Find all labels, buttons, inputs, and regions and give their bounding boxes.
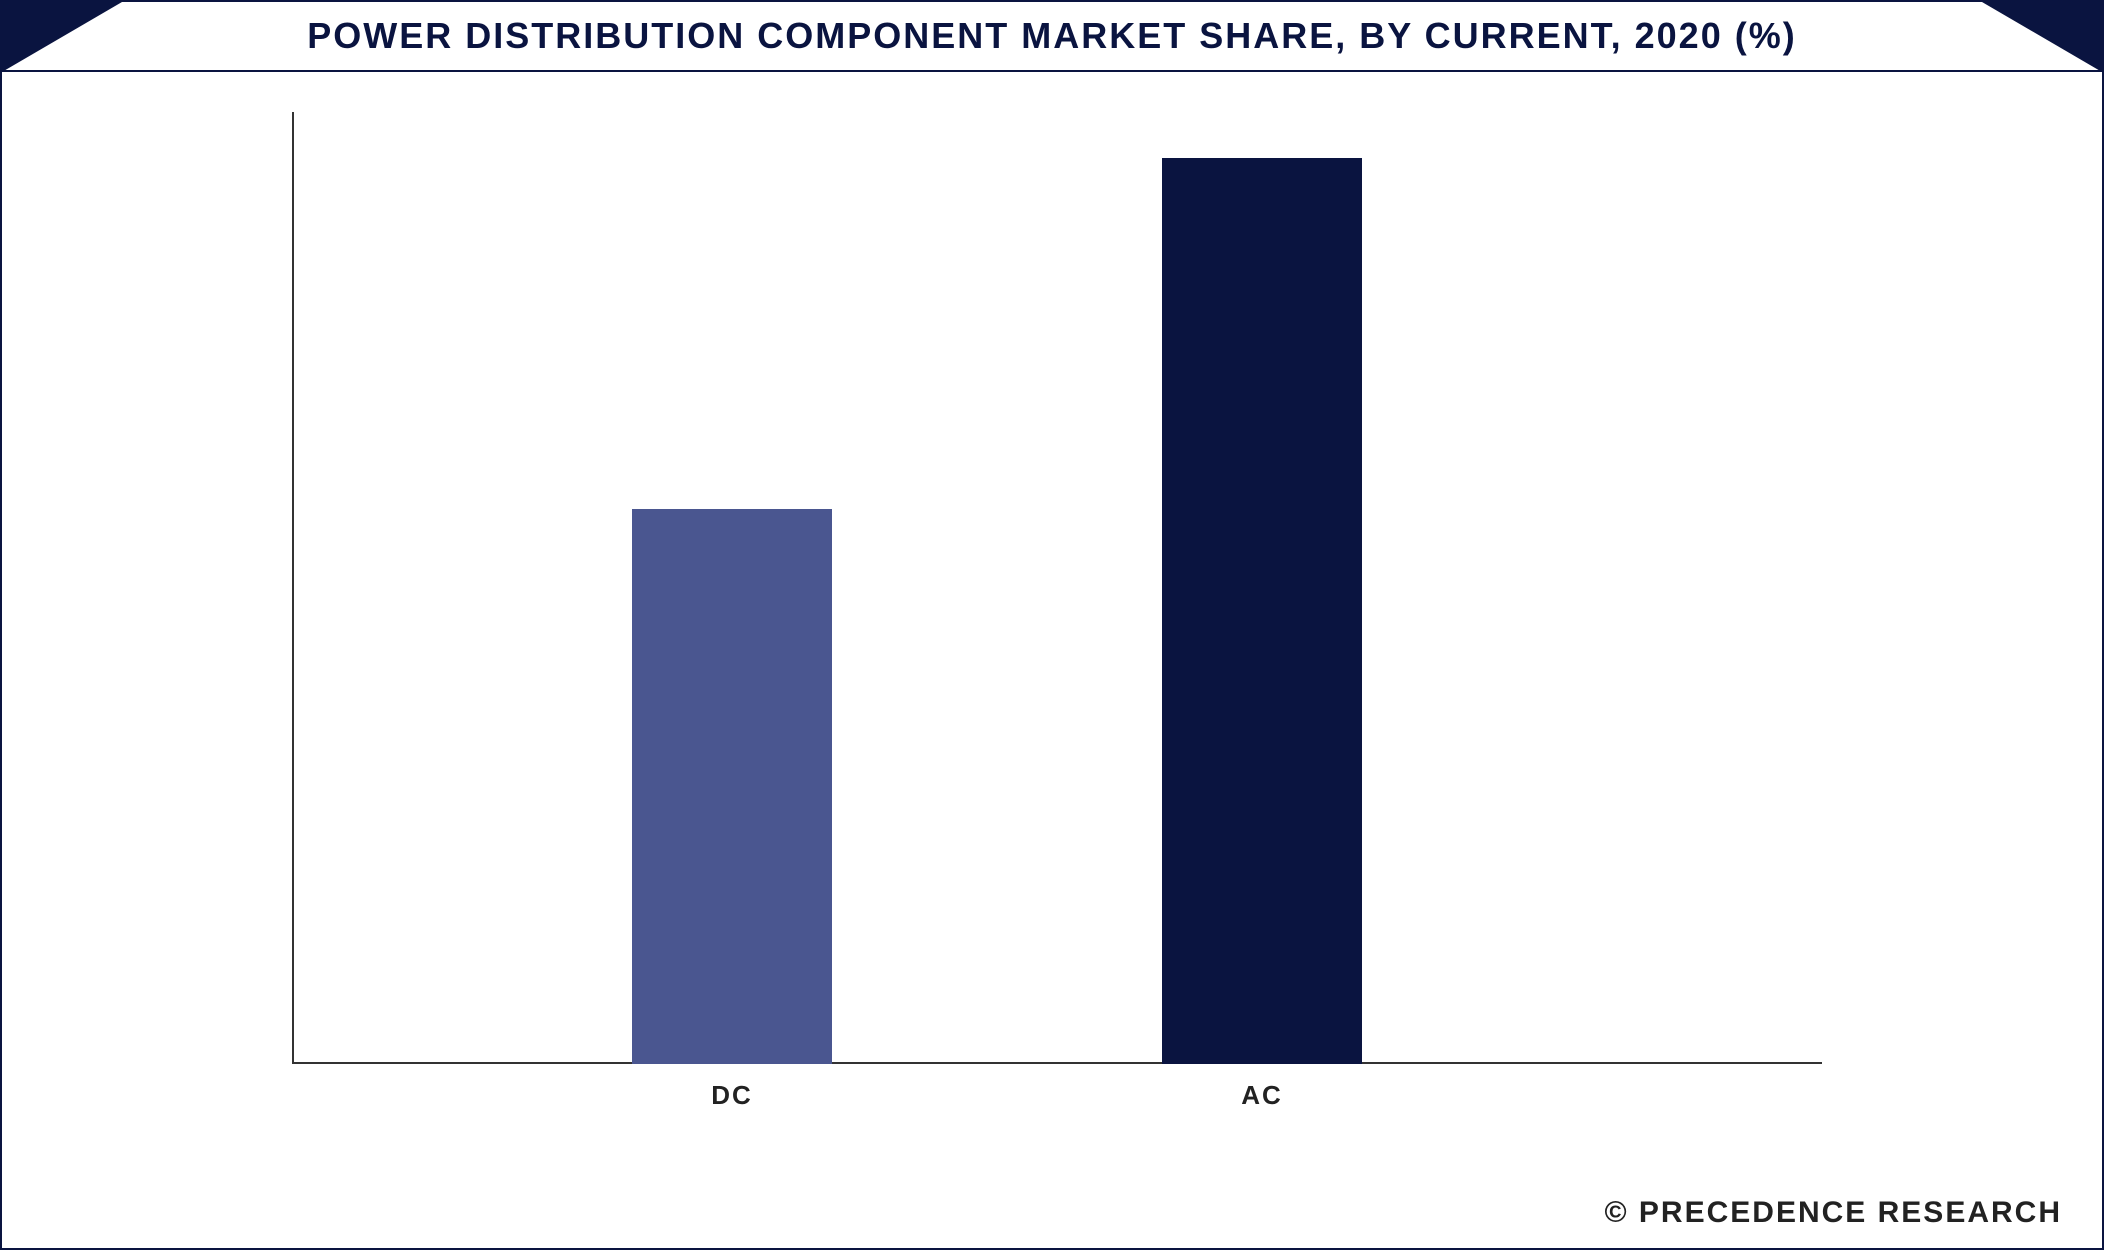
- bar-dc: [632, 509, 832, 1064]
- x-axis: [292, 1062, 1822, 1064]
- corner-decoration-right: [1982, 2, 2102, 72]
- attribution-text: © PRECEDENCE RESEARCH: [1604, 1196, 2062, 1230]
- chart-title: POWER DISTRIBUTION COMPONENT MARKET SHAR…: [307, 15, 1796, 57]
- bar-ac: [1162, 158, 1362, 1064]
- bar-label-ac: AC: [1162, 1080, 1362, 1111]
- plot-area: DC AC: [292, 112, 1822, 1112]
- y-axis: [292, 112, 294, 1064]
- bar-label-dc: DC: [632, 1080, 832, 1111]
- chart-frame: POWER DISTRIBUTION COMPONENT MARKET SHAR…: [0, 0, 2104, 1250]
- corner-decoration-left: [2, 2, 122, 72]
- title-bar: POWER DISTRIBUTION COMPONENT MARKET SHAR…: [2, 2, 2102, 72]
